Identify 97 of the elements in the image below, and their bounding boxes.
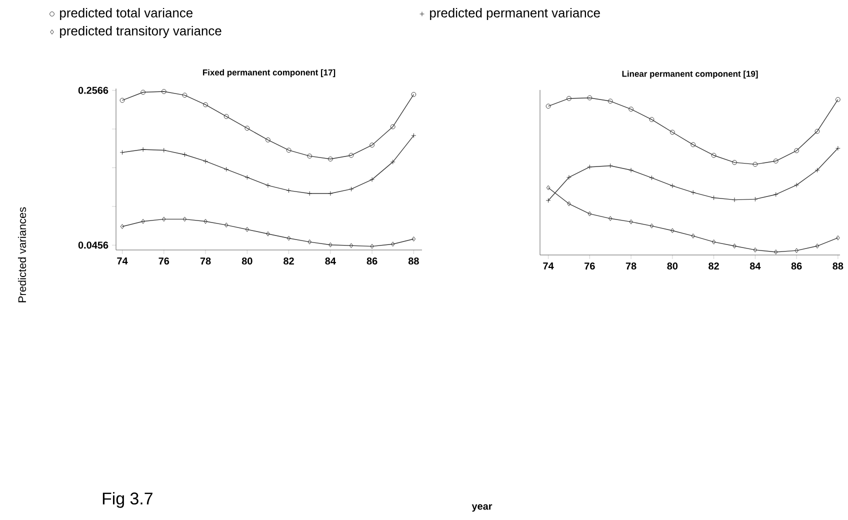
point	[753, 248, 758, 252]
point	[141, 218, 145, 224]
point	[348, 186, 354, 192]
point	[649, 175, 654, 180]
point	[244, 126, 250, 131]
point	[286, 188, 292, 194]
x-tick-label: 88	[408, 258, 419, 265]
point	[348, 152, 354, 158]
point	[587, 164, 592, 170]
point	[244, 174, 250, 180]
point	[182, 152, 188, 158]
x-tick-label: 84	[750, 262, 761, 270]
point	[224, 222, 228, 228]
point	[266, 231, 270, 236]
point	[161, 89, 166, 94]
point	[691, 234, 696, 238]
point	[224, 114, 229, 119]
legend-label: predicted transitory variance	[60, 26, 222, 38]
y-tick-label: 0.2566	[78, 86, 108, 94]
point	[182, 92, 188, 98]
point	[162, 216, 166, 222]
x-tick-label: 86	[791, 262, 802, 270]
point	[815, 244, 820, 248]
x-tick-label: 88	[832, 262, 844, 270]
point	[203, 102, 208, 108]
point	[794, 148, 800, 154]
point	[690, 190, 696, 195]
point	[670, 130, 675, 135]
point	[732, 244, 736, 248]
x-tick-label: 76	[584, 262, 595, 270]
y-tick-label: 0.0456	[78, 242, 108, 249]
point	[588, 211, 592, 216]
caption: Fig 3.7	[102, 492, 152, 508]
point	[567, 201, 571, 206]
point	[670, 228, 674, 234]
point	[182, 216, 187, 222]
point	[328, 242, 332, 248]
point	[307, 154, 312, 159]
point	[711, 152, 716, 158]
point	[245, 226, 250, 232]
legend-label: predicted permanent variance	[430, 8, 600, 20]
point	[266, 137, 270, 142]
chart-title: Linear permanent component [19]	[622, 70, 758, 78]
point	[203, 158, 208, 164]
x-tick-label: 82	[284, 258, 294, 265]
point	[774, 250, 778, 254]
x-tick-label: 80	[667, 262, 678, 270]
point	[390, 242, 395, 247]
x-tick-label: 76	[158, 258, 170, 265]
x-tick-label: 78	[200, 258, 211, 265]
point	[608, 98, 613, 104]
point	[752, 162, 758, 167]
x-tick-label: 80	[242, 258, 252, 265]
point	[266, 182, 270, 188]
point	[628, 106, 634, 112]
point	[650, 223, 654, 228]
point	[140, 90, 146, 95]
point	[370, 142, 374, 148]
point	[814, 128, 820, 134]
point	[390, 124, 396, 130]
point	[286, 148, 292, 153]
point	[773, 158, 778, 164]
point	[649, 117, 654, 122]
point	[712, 239, 716, 244]
point	[628, 168, 634, 173]
point	[732, 160, 737, 165]
point	[670, 183, 675, 188]
point	[794, 182, 800, 188]
point	[794, 248, 798, 254]
point	[307, 191, 312, 196]
x-tick-label: 86	[366, 258, 378, 265]
point	[608, 216, 612, 221]
point	[587, 95, 592, 100]
point	[390, 160, 396, 164]
point	[773, 192, 778, 197]
point	[328, 156, 333, 162]
point	[370, 177, 374, 182]
point	[328, 191, 333, 196]
y-axis-title: Predicted variances	[18, 207, 26, 302]
x-tick-label: 74	[543, 262, 554, 270]
chart-title: Fixed permanent component [17]	[202, 69, 336, 78]
x-axis-title: year	[472, 504, 492, 512]
point	[566, 174, 572, 180]
point	[566, 96, 572, 101]
point	[224, 166, 229, 172]
x-tick-label: 84	[325, 258, 336, 265]
x-tick-label: 78	[626, 262, 636, 270]
x-tick-label: 82	[708, 262, 719, 270]
x-tick-label: 74	[117, 258, 128, 264]
point	[349, 243, 354, 248]
point	[370, 244, 374, 249]
point	[286, 236, 291, 241]
legend-label: predicted total variance	[60, 8, 193, 20]
point	[308, 239, 312, 244]
point	[690, 142, 696, 148]
point	[629, 219, 633, 224]
point	[204, 218, 208, 224]
